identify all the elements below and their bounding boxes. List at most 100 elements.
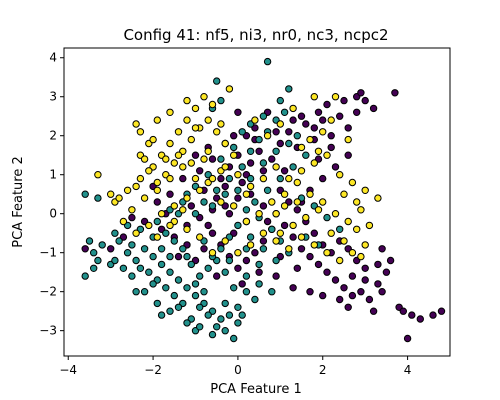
data-point-series-1-97 bbox=[217, 96, 225, 105]
data-point-series-0-60 bbox=[348, 291, 357, 300]
data-point-series-0-125 bbox=[331, 163, 340, 171]
data-point-series-2-62 bbox=[293, 178, 301, 187]
data-point-series-0-107 bbox=[391, 89, 399, 97]
data-point-series-0-56 bbox=[314, 260, 323, 269]
data-point-series-2-118 bbox=[306, 135, 314, 144]
data-point-series-2-51 bbox=[310, 159, 318, 167]
data-point-series-2-127 bbox=[115, 194, 123, 202]
data-point-series-2-59 bbox=[331, 210, 340, 218]
data-point-series-2-11 bbox=[208, 100, 217, 109]
data-point-series-1-116 bbox=[140, 288, 149, 296]
data-point-series-2-70 bbox=[314, 206, 323, 214]
data-point-series-1-120 bbox=[238, 311, 246, 319]
data-point-series-1-91 bbox=[293, 132, 301, 140]
data-point-series-2-48 bbox=[272, 163, 280, 171]
data-point-series-1-122 bbox=[246, 174, 255, 183]
data-point-series-1-58 bbox=[213, 186, 221, 195]
data-point-series-1-36 bbox=[183, 319, 191, 327]
data-point-series-2-122 bbox=[365, 221, 374, 230]
data-point-series-2-94 bbox=[263, 132, 272, 140]
data-point-series-2-113 bbox=[204, 147, 212, 156]
data-point-series-2-66 bbox=[242, 217, 251, 226]
data-point-series-0-97 bbox=[378, 288, 386, 296]
data-point-series-2-47 bbox=[259, 174, 268, 183]
data-point-series-1-131 bbox=[336, 225, 344, 234]
data-point-series-1-38 bbox=[196, 323, 204, 331]
data-point-series-2-13 bbox=[166, 108, 174, 117]
data-point-series-2-52 bbox=[323, 151, 331, 159]
data-point-series-2-114 bbox=[217, 120, 225, 128]
data-point-series-0-136 bbox=[204, 221, 212, 230]
data-point-series-1-125 bbox=[285, 139, 293, 148]
data-point-series-1-13 bbox=[174, 276, 183, 284]
data-point-series-2-77 bbox=[323, 249, 331, 257]
data-point-series-1-3 bbox=[98, 241, 106, 249]
data-point-series-0-131 bbox=[348, 272, 357, 280]
data-point-series-2-74 bbox=[361, 241, 369, 249]
y-axis-label: PCA Feature 2 bbox=[11, 156, 26, 247]
data-point-series-1-103 bbox=[255, 280, 263, 288]
points-layer bbox=[81, 57, 446, 343]
data-point-series-0-9 bbox=[238, 178, 246, 187]
data-point-series-2-32 bbox=[166, 174, 174, 183]
data-point-series-0-109 bbox=[369, 104, 378, 113]
data-point-series-0-82 bbox=[208, 229, 217, 237]
data-point-series-2-82 bbox=[259, 229, 268, 237]
data-point-series-1-12 bbox=[166, 268, 174, 276]
data-point-series-0-112 bbox=[234, 108, 242, 117]
data-point-series-1-51 bbox=[170, 237, 179, 245]
data-point-series-0-90 bbox=[272, 272, 280, 280]
data-point-series-2-61 bbox=[306, 190, 314, 198]
data-point-series-0-24 bbox=[361, 96, 369, 105]
data-point-series-2-9 bbox=[191, 104, 200, 113]
data-point-series-1-11 bbox=[157, 260, 166, 269]
data-point-series-0-86 bbox=[174, 252, 183, 261]
data-point-series-0-77 bbox=[251, 249, 259, 257]
data-point-series-1-53 bbox=[153, 217, 162, 226]
data-point-series-1-61 bbox=[246, 147, 255, 156]
data-point-series-0-93 bbox=[319, 291, 327, 300]
y-tick-label: −1 bbox=[39, 246, 57, 260]
data-point-series-2-33 bbox=[153, 186, 162, 195]
data-point-series-2-2 bbox=[123, 186, 132, 195]
data-point-series-0-124 bbox=[344, 151, 352, 159]
data-point-series-0-88 bbox=[238, 280, 246, 288]
data-point-series-1-22 bbox=[213, 323, 221, 331]
data-point-series-0-130 bbox=[386, 256, 395, 265]
data-point-series-0-106 bbox=[403, 334, 412, 343]
data-point-series-2-53 bbox=[336, 171, 344, 179]
data-point-series-1-136 bbox=[149, 280, 157, 288]
data-point-series-2-119 bbox=[314, 147, 323, 156]
data-point-series-1-60 bbox=[238, 163, 246, 171]
data-point-series-0-53 bbox=[289, 233, 297, 241]
chart-title: Config 41: nf5, ni3, nr0, nc3, ncpc2 bbox=[123, 26, 388, 44]
data-point-series-1-68 bbox=[230, 143, 238, 152]
data-point-series-2-38 bbox=[145, 221, 153, 230]
data-point-series-2-101 bbox=[344, 135, 352, 144]
data-point-series-1-102 bbox=[242, 272, 251, 280]
data-point-series-2-27 bbox=[230, 151, 238, 159]
data-point-series-2-112 bbox=[191, 124, 200, 132]
data-point-series-2-110 bbox=[149, 135, 157, 144]
data-point-series-2-37 bbox=[132, 229, 140, 237]
data-point-series-1-44 bbox=[230, 284, 238, 292]
data-point-series-2-95 bbox=[251, 116, 259, 124]
data-point-series-0-101 bbox=[399, 307, 407, 315]
data-point-series-2-57 bbox=[357, 206, 365, 214]
data-point-series-2-111 bbox=[136, 128, 145, 136]
data-point-series-0-132 bbox=[361, 276, 369, 284]
data-point-series-1-52 bbox=[162, 229, 170, 237]
data-point-series-2-25 bbox=[213, 128, 221, 136]
data-point-series-0-10 bbox=[246, 159, 255, 167]
data-point-series-2-40 bbox=[170, 202, 179, 210]
data-point-series-0-58 bbox=[331, 276, 340, 284]
data-point-series-1-117 bbox=[132, 288, 140, 296]
data-point-series-0-79 bbox=[234, 264, 242, 272]
data-point-series-0-104 bbox=[429, 311, 437, 319]
data-point-series-2-65 bbox=[255, 210, 263, 218]
data-point-series-1-2 bbox=[85, 237, 94, 245]
data-point-series-1-65 bbox=[259, 112, 268, 120]
data-point-series-0-11 bbox=[255, 147, 263, 156]
data-point-series-2-71 bbox=[327, 229, 335, 237]
